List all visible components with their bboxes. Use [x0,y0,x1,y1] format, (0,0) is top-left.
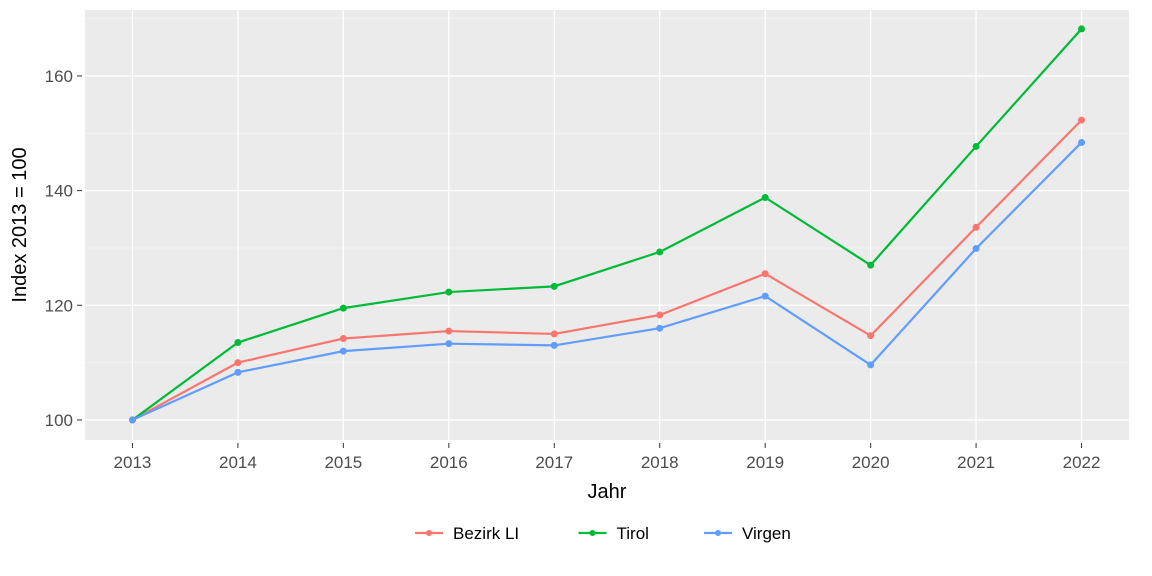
x-tick-label: 2021 [957,453,995,472]
series-point [340,305,346,311]
series-point [235,360,241,366]
legend-swatch-point [590,530,596,536]
x-tick-label: 2015 [324,453,362,472]
series-point [446,328,452,334]
legend-label: Tirol [617,524,649,543]
x-axis-title: Jahr [588,481,627,503]
legend-swatch-point [426,530,432,536]
series-point [235,369,241,375]
series-point [973,224,979,230]
series-point [235,340,241,346]
series-point [657,312,663,318]
chart-container: 2013 2014 2015 2016 2017 2018 2019 2020 2021 2022… [0,0,1152,576]
x-tick-label: 2014 [219,453,257,472]
series-point [1079,139,1085,145]
y-tick-label: 120 [45,296,73,315]
series-point [868,362,874,368]
series-point [551,342,557,348]
series-point [340,348,346,354]
y-axis-title: Index 2013 = 100 [9,147,31,302]
series-point [973,246,979,252]
series-point [551,283,557,289]
series-point [657,249,663,255]
x-tick-label: 2020 [852,453,890,472]
series-point [868,262,874,268]
series-point [762,271,768,277]
series-point [762,293,768,299]
series-point [1079,117,1085,123]
y-tick-label: 160 [45,67,73,86]
x-tick-label: 2013 [114,453,152,472]
y-tick-label: 100 [45,411,73,430]
series-point [340,336,346,342]
legend-swatch-point [715,530,721,536]
series-point [446,341,452,347]
series-point [762,194,768,200]
series-point [657,325,663,331]
x-tick-label: 2019 [746,453,784,472]
legend-label: Virgen [742,524,791,543]
legend-label: Bezirk LI [453,524,519,543]
x-tick-label: 2017 [535,453,573,472]
series-point [129,417,135,423]
x-tick-label: 2022 [1063,453,1101,472]
x-tick-label: 2016 [430,453,468,472]
series-point [973,143,979,149]
x-tick-label: 2018 [641,453,679,472]
y-tick-label: 140 [45,182,73,201]
series-point [446,289,452,295]
series-point [868,333,874,339]
series-point [551,331,557,337]
plot-panel [85,10,1129,440]
line-chart: 2013 2014 2015 2016 2017 2018 2019 2020 2021 2022… [0,0,1152,576]
series-point [1079,26,1085,32]
